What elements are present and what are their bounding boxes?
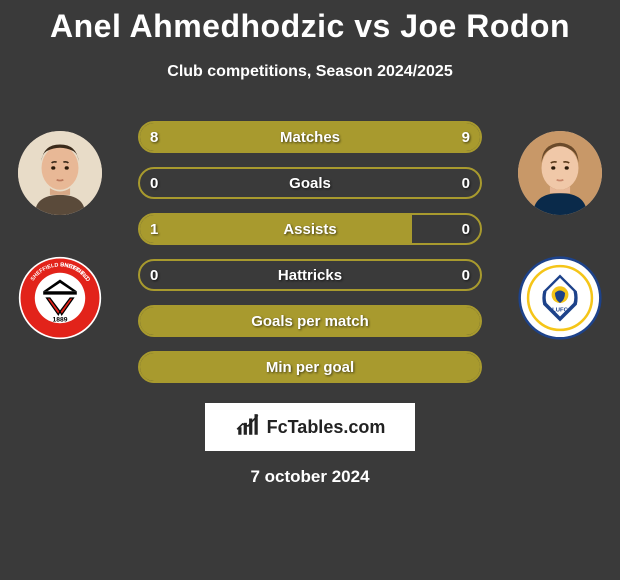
stat-label: Assists <box>140 215 480 243</box>
stat-label: Hattricks <box>140 261 480 289</box>
stat-label: Min per goal <box>140 353 480 381</box>
date-label: 7 october 2024 <box>0 467 620 487</box>
comparison-content: 1889 SHEFFIELD UNITED SHEFFIELD UNITED F… <box>0 121 620 391</box>
svg-text:LUFC: LUFC <box>552 307 568 313</box>
player-right-club-badge: LUFC <box>518 256 602 340</box>
stat-bars: 89Matches 00Goals 10Assists 00Hattricks Goal… <box>138 121 482 397</box>
stat-label: Goals per match <box>140 307 480 335</box>
branding-text: FcTables.com <box>267 417 386 438</box>
stat-label: Goals <box>140 169 480 197</box>
stat-row: Goals per match <box>138 305 482 337</box>
stat-label: Matches <box>140 123 480 151</box>
player-left-club-badge: 1889 SHEFFIELD UNITED SHEFFIELD UNITED F… <box>18 256 102 340</box>
stat-row: 10Assists <box>138 213 482 245</box>
page-subtitle: Club competitions, Season 2024/2025 <box>0 63 620 81</box>
player-right-avatar <box>518 131 602 215</box>
chart-icon <box>235 412 261 443</box>
branding-badge: FcTables.com <box>205 403 415 451</box>
stat-row: 00Goals <box>138 167 482 199</box>
stat-row: 00Hattricks <box>138 259 482 291</box>
page-title: Anel Ahmedhodzic vs Joe Rodon <box>0 0 620 45</box>
stat-row: 89Matches <box>138 121 482 153</box>
player-left-avatar <box>18 131 102 215</box>
stat-row: Min per goal <box>138 351 482 383</box>
svg-text:1889: 1889 <box>53 317 68 324</box>
